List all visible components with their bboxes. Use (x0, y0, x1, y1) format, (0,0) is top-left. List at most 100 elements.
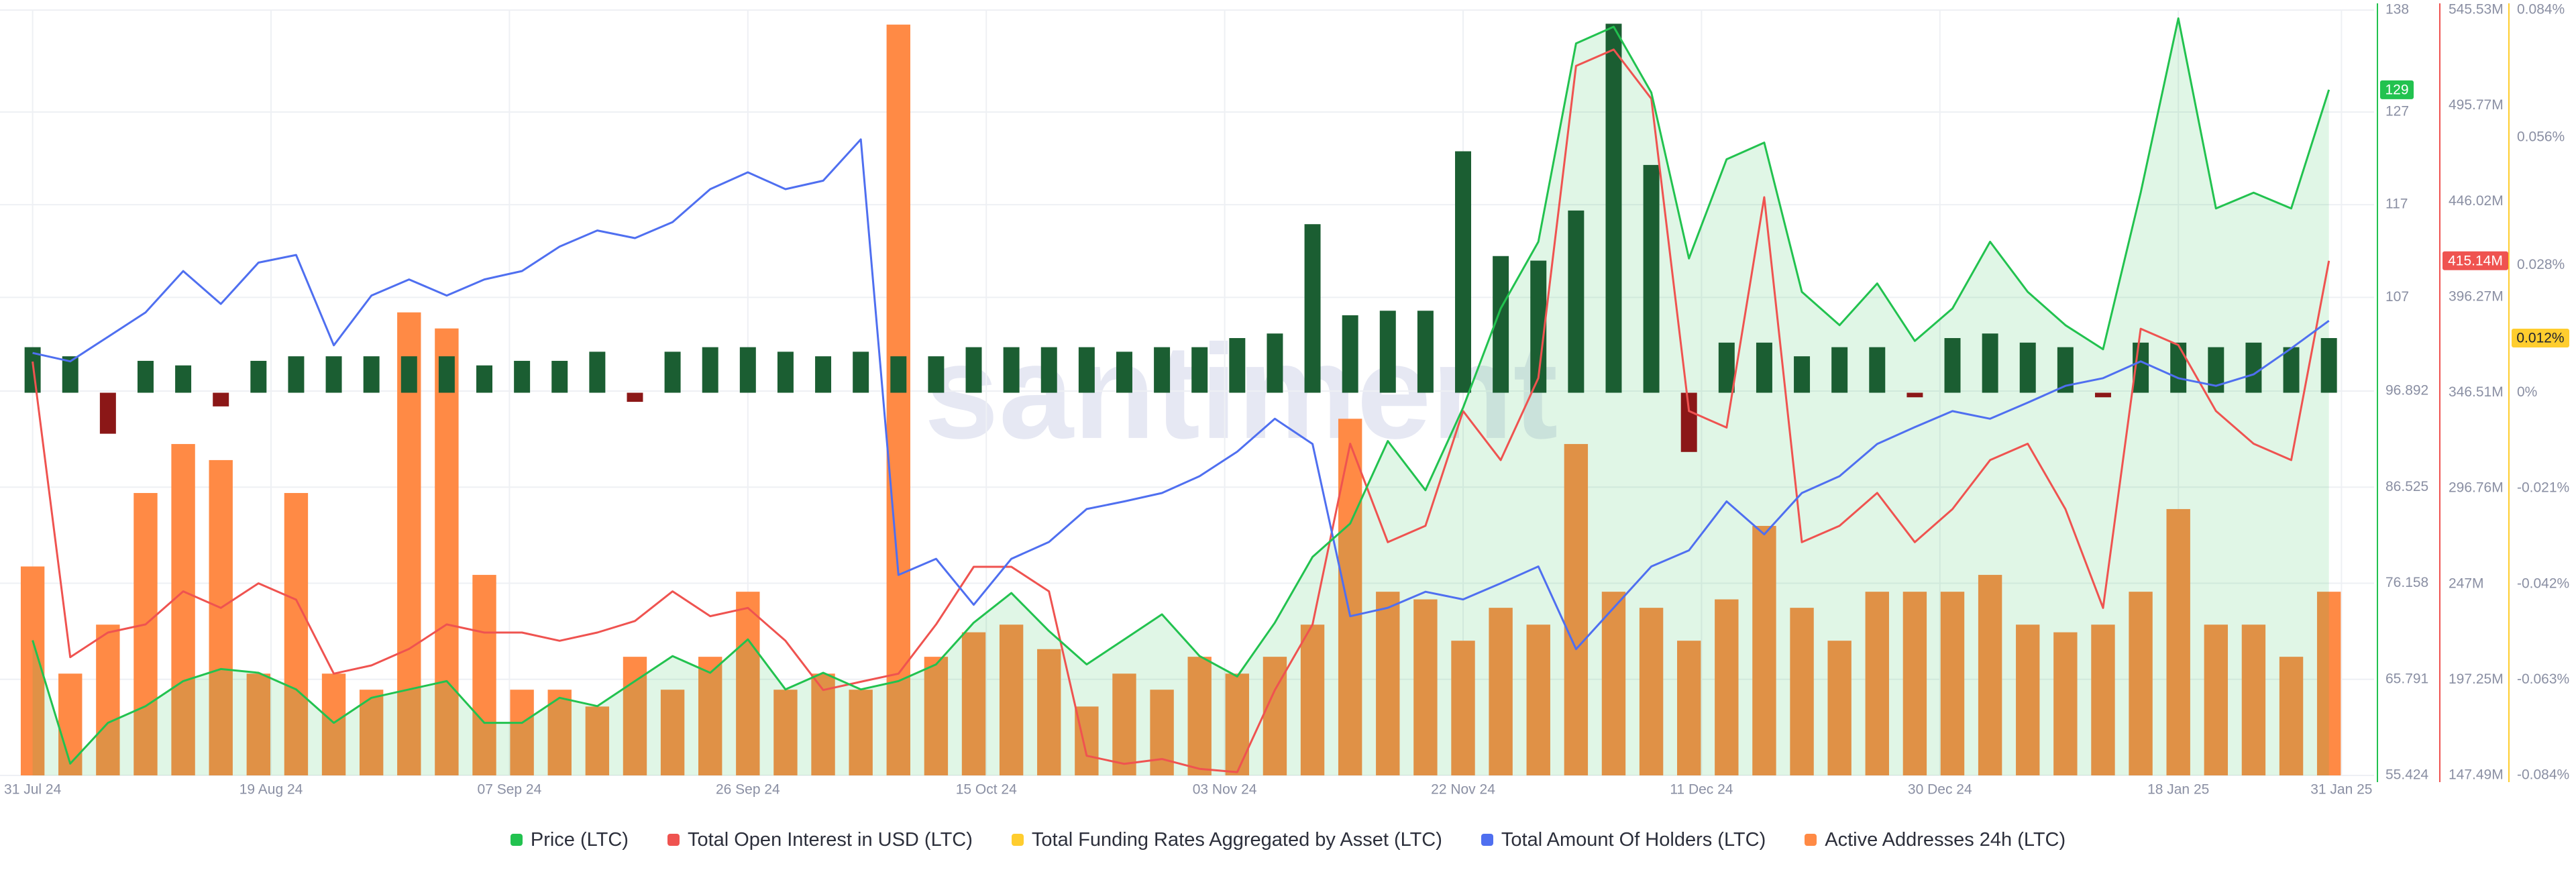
legend-item[interactable]: Price (LTC) (510, 828, 629, 851)
bar (928, 356, 945, 393)
value-badge-label: 415.14M (2448, 253, 2503, 268)
bar (213, 392, 229, 406)
bar (2053, 632, 2078, 775)
x-tick-label: 07 Sep 24 (478, 782, 542, 798)
bar (1417, 311, 1434, 393)
bar (1493, 256, 1509, 393)
line (32, 17, 2330, 765)
bar (2166, 508, 2190, 775)
bar (2283, 347, 2300, 393)
bar (2320, 338, 2337, 393)
bar (133, 492, 158, 775)
bar (1978, 575, 2002, 775)
y-tick-label: 247M (2449, 576, 2484, 591)
value-badge (2380, 80, 2414, 99)
legend-swatch (1011, 834, 1024, 846)
legend-swatch (667, 834, 680, 846)
bar (773, 690, 798, 775)
bar (2245, 342, 2262, 393)
bar (58, 673, 83, 775)
bar (2091, 624, 2115, 775)
y-tick-label: 0.056% (2517, 129, 2565, 145)
bar (1677, 641, 1701, 775)
bar (514, 360, 531, 393)
legend-label: Total Open Interest in USD (LTC) (687, 828, 973, 851)
legend-item[interactable]: Active Addresses 24h (LTC) (1805, 829, 2065, 851)
bar (777, 351, 794, 393)
bar (2208, 347, 2224, 393)
bar (702, 347, 718, 393)
bar (2170, 342, 2187, 393)
legend-swatch (1805, 834, 1817, 846)
bar (965, 347, 982, 393)
bar (1601, 592, 1626, 775)
bar (815, 356, 832, 393)
y-tick-label: 96.892 (2385, 383, 2428, 398)
bar (1530, 260, 1547, 393)
bar (1229, 338, 1246, 393)
bar (472, 575, 496, 775)
legend-item[interactable]: Total Open Interest in USD (LTC) (667, 829, 973, 851)
bar (999, 624, 1024, 775)
x-tick-label: 11 Dec 24 (1670, 782, 1733, 798)
bar (890, 356, 907, 393)
bar (1116, 351, 1132, 393)
legend-item[interactable]: Total Funding Rates Aggregated by Asset … (1011, 828, 1442, 851)
bar (1342, 315, 1358, 393)
bar (1304, 224, 1321, 393)
bar (137, 360, 154, 393)
bar (1605, 23, 1622, 393)
bar (1037, 649, 1061, 775)
legend: Price (LTC) Total Open Interest in USD (L… (0, 824, 2576, 856)
y-tick-label: -0.063% (2517, 671, 2569, 687)
y-tick-label: 86.525 (2385, 479, 2428, 494)
bar (585, 706, 610, 775)
bar (96, 624, 120, 775)
bar (1680, 392, 1697, 452)
bar (1187, 657, 1212, 775)
bar (1413, 599, 1438, 775)
y-tick-label: 138 (2385, 2, 2409, 17)
bar (660, 690, 685, 775)
y-tick-label: -0.084% (2517, 767, 2569, 783)
bar (849, 690, 873, 775)
y-tick-label: 117 (2385, 197, 2408, 212)
value-badge (2443, 251, 2508, 270)
bar (1865, 592, 1889, 775)
bar (175, 365, 192, 393)
bar (2094, 392, 2111, 398)
x-tick-label: 15 Oct 24 (956, 782, 1017, 798)
bar (1300, 624, 1325, 775)
bar (1907, 392, 1923, 398)
bar (2241, 624, 2266, 775)
bar (1827, 641, 1851, 775)
y-tick-label: 296.76M (2449, 480, 2504, 496)
bar (2204, 624, 2229, 775)
area (32, 18, 2329, 776)
bar (924, 657, 949, 775)
bar (1154, 347, 1171, 393)
y-tick-label: 446.02M (2449, 193, 2504, 209)
bar (664, 351, 681, 393)
bar (1568, 210, 1585, 393)
legend-swatch (1481, 834, 1493, 846)
bar (1003, 347, 1020, 393)
bar (1379, 311, 1396, 393)
bar (400, 356, 417, 393)
bar (2019, 342, 2036, 393)
bar (1451, 641, 1475, 775)
legend-item[interactable]: Total Amount Of Holders (LTC) (1481, 829, 1766, 851)
bar (363, 356, 380, 393)
y-tick-label: 55.424 (2385, 767, 2429, 783)
legend-label: Price (LTC) (530, 828, 629, 851)
legend-label: Total Funding Rates Aggregated by Asset … (1031, 828, 1442, 851)
x-tick-label: 26 Sep 24 (716, 782, 780, 798)
y-tick-label: 0.028% (2517, 257, 2565, 272)
bar (2316, 592, 2341, 775)
bar (510, 690, 534, 775)
bar (284, 492, 309, 775)
y-tick-label: 495.77M (2449, 97, 2504, 113)
bar (2057, 347, 2074, 393)
bar (321, 673, 346, 775)
bar (2016, 624, 2040, 775)
